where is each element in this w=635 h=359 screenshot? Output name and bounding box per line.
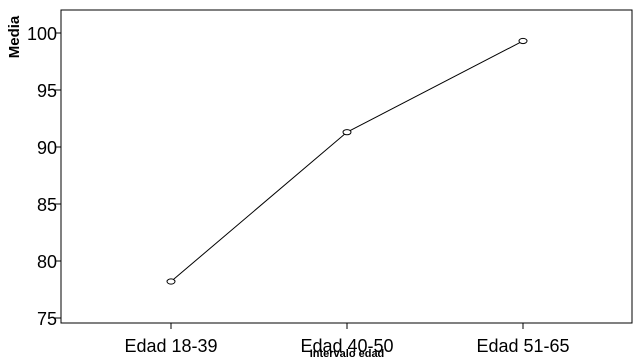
x-tick-label: Edad 40-50 [300, 336, 393, 356]
plot-area-frame [60, 9, 633, 324]
y-tick-label: 90 [37, 138, 57, 158]
series-group [166, 37, 528, 285]
y-tick-label: 100 [27, 24, 57, 44]
y-axis: 75 80 85 90 95 100 [27, 24, 61, 329]
x-tick-label: Edad 51-65 [476, 336, 569, 356]
x-axis: Edad 18-39 Edad 40-50 Edad 51-65 [124, 323, 570, 356]
y-axis-title: Media [6, 15, 23, 58]
data-point-marker [342, 129, 352, 136]
x-axis-title: Intervalo edad [310, 348, 385, 359]
data-point-marker [166, 278, 176, 285]
y-tick-label: 85 [37, 195, 57, 215]
y-tick-label: 80 [37, 252, 57, 272]
y-tick-label: 95 [37, 81, 57, 101]
y-tick-label: 75 [37, 309, 57, 329]
data-point-marker [518, 37, 528, 45]
x-tick-label: Edad 18-39 [124, 336, 217, 356]
